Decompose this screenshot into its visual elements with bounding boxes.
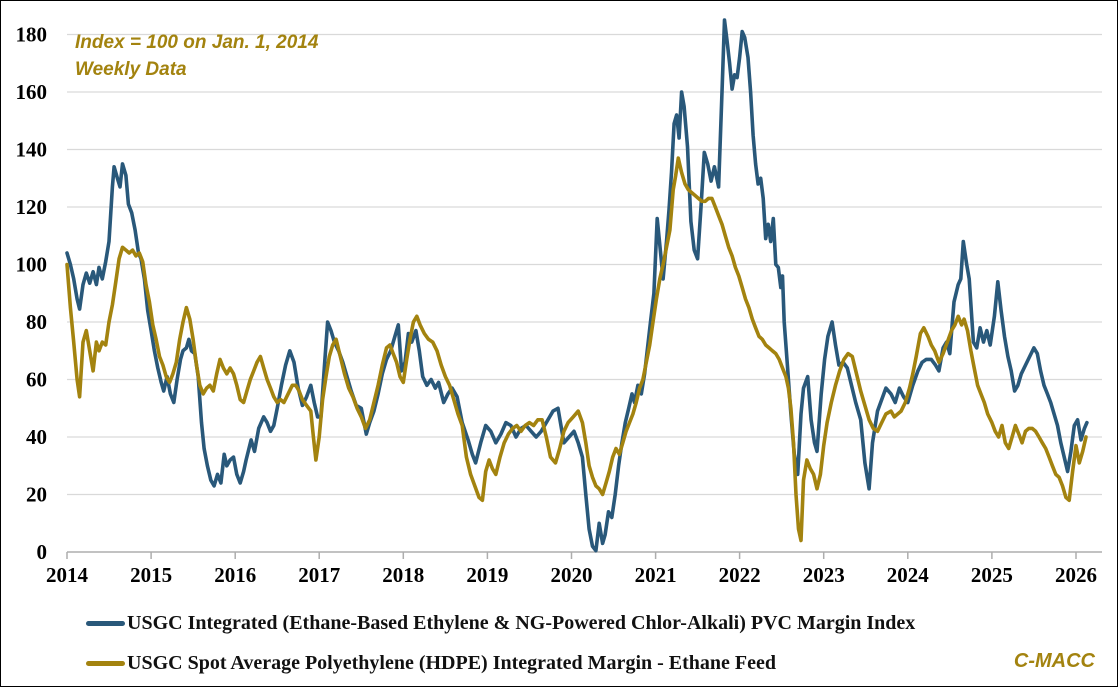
svg-text:140: 140 bbox=[16, 138, 48, 162]
chart-legend: USGC Integrated (Ethane-Based Ethylene &… bbox=[86, 609, 915, 686]
pvc-margin-line-swatch bbox=[86, 620, 125, 626]
svg-text:20: 20 bbox=[26, 483, 47, 507]
svg-text:180: 180 bbox=[16, 23, 48, 47]
series-line-1 bbox=[65, 156, 1088, 543]
svg-text:2022: 2022 bbox=[719, 563, 761, 587]
legend-label-pvc-margin: USGC Integrated (Ethane-Based Ethylene &… bbox=[127, 611, 916, 634]
svg-text:2017: 2017 bbox=[298, 563, 340, 587]
svg-text:60: 60 bbox=[26, 368, 47, 392]
svg-text:120: 120 bbox=[16, 195, 48, 219]
legend-item-pvc-margin: USGC Integrated (Ethane-Based Ethylene &… bbox=[86, 609, 915, 637]
svg-text:2019: 2019 bbox=[466, 563, 508, 587]
margin-index-chart: 0 20 40 60 80 100 120 140 160 180 2014 2015 2016 2017… bbox=[16, 18, 1102, 587]
x-axis-labels: 2014 2015 2016 2017 2018 2019 2020 2021 2022 2023… bbox=[46, 563, 1097, 587]
svg-text:2023: 2023 bbox=[803, 563, 845, 587]
hdpe-margin-line-swatch bbox=[86, 660, 125, 666]
svg-text:0: 0 bbox=[37, 540, 48, 564]
annotation-line-2: Weekly Data bbox=[75, 59, 187, 80]
svg-text:2015: 2015 bbox=[130, 563, 172, 587]
svg-text:2018: 2018 bbox=[382, 563, 424, 587]
legend-label-hdpe-margin: USGC Spot Average Polyethylene (HDPE) In… bbox=[127, 651, 776, 674]
svg-text:2024: 2024 bbox=[887, 563, 930, 587]
cmacc-watermark: C-MACC bbox=[1013, 650, 1095, 672]
svg-text:2021: 2021 bbox=[635, 563, 677, 587]
svg-text:80: 80 bbox=[26, 310, 47, 334]
svg-text:2016: 2016 bbox=[214, 563, 256, 587]
svg-text:2025: 2025 bbox=[971, 563, 1013, 587]
svg-text:2020: 2020 bbox=[551, 563, 593, 587]
y-axis-labels: 0 20 40 60 80 100 120 140 160 180 bbox=[16, 23, 48, 565]
annotation-line-1: Index = 100 on Jan. 1, 2014 bbox=[75, 32, 319, 53]
svg-text:2026: 2026 bbox=[1055, 563, 1097, 587]
gridlines bbox=[67, 33, 1102, 496]
svg-text:160: 160 bbox=[16, 80, 48, 104]
x-axis bbox=[66, 551, 1102, 559]
legend-item-hdpe-margin: USGC Spot Average Polyethylene (HDPE) In… bbox=[86, 649, 915, 677]
chart-annotation: Index = 100 on Jan. 1, 2014 Weekly Data bbox=[75, 29, 318, 83]
series-line-0 bbox=[65, 18, 1089, 553]
svg-text:100: 100 bbox=[16, 253, 48, 277]
svg-text:2014: 2014 bbox=[46, 563, 89, 587]
svg-text:40: 40 bbox=[26, 425, 47, 449]
